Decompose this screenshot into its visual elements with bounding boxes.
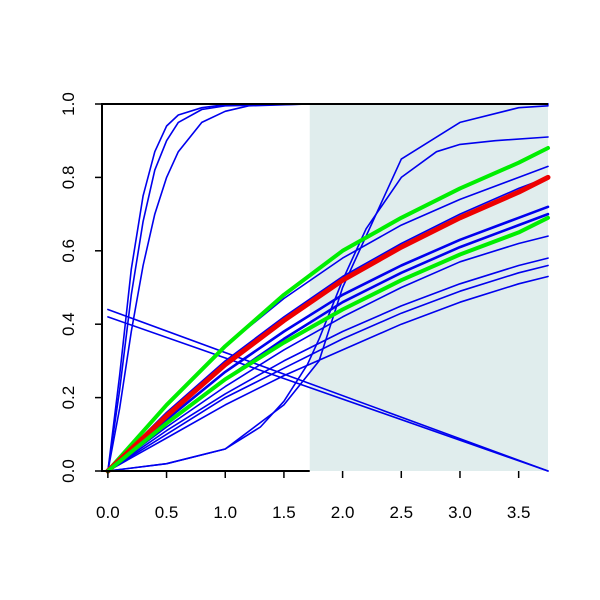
y-tick-label: 0.0 (59, 459, 78, 483)
series-line-fast-3 (107, 103, 549, 472)
series-line-decay-1 (107, 308, 549, 472)
x-tick-label: 0.5 (155, 503, 179, 522)
series-line-blue-f (107, 264, 549, 472)
series-line-blue-b (107, 176, 549, 472)
y-tick-label: 0.2 (59, 386, 78, 410)
axes-layer: 0.0 0.5 1.0 1.5 2.0 2.5 3.0 3.5 0.0 0.2 0.4 0.6 0.8 1… (59, 92, 548, 522)
series-line-decay-2 (107, 316, 549, 472)
series-line-blue-c (106, 205, 550, 473)
shaded-region (309, 104, 548, 471)
x-tick-label: 2.5 (389, 503, 413, 522)
x-tick-label: 1.5 (272, 503, 296, 522)
x-tick-label: 2.0 (331, 503, 355, 522)
series-layer (105, 103, 551, 474)
y-tick-label: 1.0 (59, 92, 78, 116)
series-line-blue-h (107, 235, 549, 472)
series-line-blue-g (107, 275, 549, 472)
x-tick-label: 0.0 (96, 503, 120, 522)
series-line-blue-e (107, 257, 549, 472)
series-line-green-lower (105, 215, 550, 473)
x-tick-label: 3.0 (448, 503, 472, 522)
x-tick-label: 1.0 (213, 503, 237, 522)
y-tick-label: 0.6 (59, 239, 78, 263)
plot-frame-top-left (101, 103, 548, 472)
series-line-red-mean (105, 174, 551, 474)
x-tick-label: 3.5 (507, 503, 531, 522)
series-line-green-upper (105, 146, 550, 473)
y-tick-label: 0.4 (59, 312, 78, 336)
shaded-region-layer (309, 104, 548, 471)
y-tick-label: 0.8 (59, 166, 78, 190)
